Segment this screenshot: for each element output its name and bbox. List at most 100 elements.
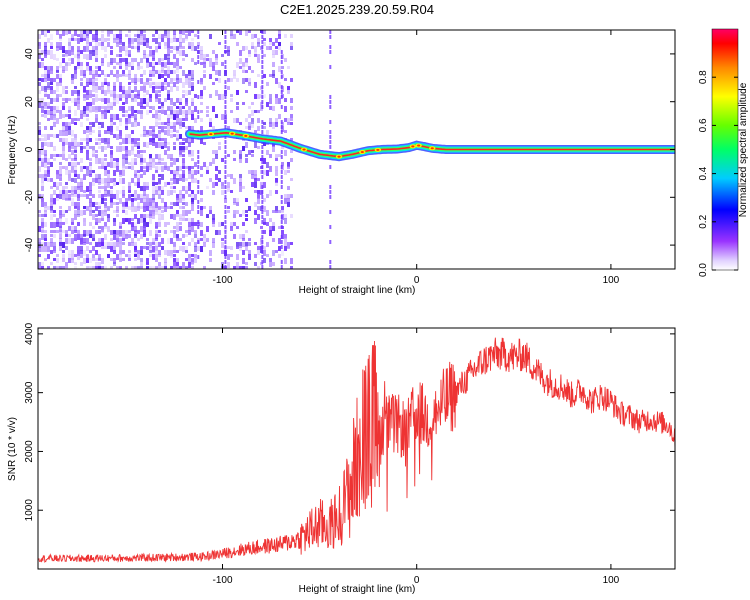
noise-cell: [254, 202, 257, 207]
noise-cell: [41, 226, 44, 232]
noise-streak-cell: [224, 100, 227, 104]
noise-cell: [221, 54, 224, 57]
noise-cell: [146, 38, 149, 43]
noise-cell: [68, 38, 71, 42]
noise-cell: [257, 206, 260, 210]
noise-cell: [83, 138, 86, 141]
noise-cell: [137, 182, 140, 188]
noise-cell: [122, 230, 125, 235]
noise-cell: [116, 54, 119, 57]
noise-cell: [137, 42, 140, 46]
noise-cell: [188, 74, 191, 80]
heatmap-xtick-label: -100: [212, 275, 232, 286]
noise-cell: [107, 182, 110, 188]
noise-cell: [89, 30, 92, 34]
noise-cell: [287, 122, 290, 125]
noise-cell: [44, 94, 47, 97]
noise-cell: [242, 266, 245, 269]
noise-cell: [131, 98, 134, 102]
noise-streak-cell: [329, 260, 332, 264]
noise-cell: [62, 146, 65, 151]
noise-cell: [233, 202, 236, 205]
noise-cell: [110, 50, 113, 55]
noise-cell: [110, 186, 113, 189]
noise-cell: [50, 134, 53, 137]
noise-cell: [194, 194, 197, 200]
noise-streak-cell: [197, 240, 200, 244]
noise-cell: [119, 258, 122, 262]
noise-cell: [143, 70, 146, 75]
noise-cell: [71, 158, 74, 161]
noise-cell: [248, 150, 251, 155]
noise-cell: [146, 214, 149, 218]
noise-cell: [128, 54, 131, 57]
noise-cell: [107, 98, 110, 103]
noise-cell: [278, 254, 281, 258]
noise-cell: [137, 238, 140, 241]
noise-cell: [152, 186, 155, 190]
noise-cell: [149, 246, 152, 251]
noise-cell: [155, 182, 158, 185]
noise-cell: [251, 70, 254, 73]
noise-cell: [176, 62, 179, 66]
noise-cell: [110, 114, 113, 119]
noise-cell: [89, 266, 92, 269]
noise-cell: [161, 190, 164, 195]
noise-cell: [284, 118, 287, 122]
noise-cell: [71, 218, 74, 224]
noise-cell: [155, 94, 158, 99]
noise-cell: [98, 230, 101, 234]
noise-cell: [212, 238, 215, 243]
noise-cell: [134, 162, 137, 165]
noise-cell: [86, 46, 89, 52]
noise-cell: [137, 46, 140, 52]
noise-cell: [59, 162, 62, 165]
noise-cell: [65, 98, 68, 103]
noise-cell: [245, 46, 248, 50]
noise-cell: [263, 74, 266, 78]
noise-cell: [236, 78, 239, 82]
noise-cell: [128, 254, 131, 259]
noise-cell: [185, 98, 188, 104]
noise-cell: [86, 170, 89, 176]
noise-cell: [65, 90, 68, 94]
noise-streak-cell: [261, 70, 264, 74]
noise-cell: [92, 78, 95, 83]
noise-cell: [152, 202, 155, 208]
noise-cell: [134, 58, 137, 62]
noise-cell: [119, 246, 122, 250]
noise-cell: [158, 130, 161, 134]
noise-cell: [254, 94, 257, 99]
noise-cell: [188, 150, 191, 155]
noise-cell: [167, 142, 170, 145]
noise-cell: [41, 58, 44, 61]
noise-cell: [116, 206, 119, 211]
noise-cell: [47, 66, 50, 71]
noise-cell: [170, 38, 173, 43]
noise-cell: [272, 54, 275, 58]
noise-cell: [101, 110, 104, 116]
noise-cell: [245, 262, 248, 265]
noise-cell: [239, 50, 242, 56]
noise-cell: [74, 254, 77, 257]
noise-cell: [173, 126, 176, 132]
noise-cell: [41, 142, 44, 147]
noise-cell: [56, 86, 59, 92]
noise-cell: [74, 134, 77, 140]
ridge-hotspot-core: [337, 155, 341, 158]
noise-cell: [110, 30, 113, 34]
noise-cell: [95, 242, 98, 247]
noise-cell: [107, 194, 110, 197]
colorbar-tick-label: 0.6: [698, 118, 709, 132]
noise-cell: [50, 70, 53, 74]
noise-cell: [50, 198, 53, 203]
noise-cell: [257, 110, 260, 113]
noise-cell: [125, 126, 128, 130]
noise-streak-cell: [329, 210, 332, 214]
ridge-hotspot-core: [360, 151, 364, 154]
noise-cell: [191, 150, 194, 156]
noise-cell: [179, 98, 182, 103]
noise-cell: [119, 146, 122, 152]
noise-cell: [98, 174, 101, 179]
noise-cell: [146, 134, 149, 137]
